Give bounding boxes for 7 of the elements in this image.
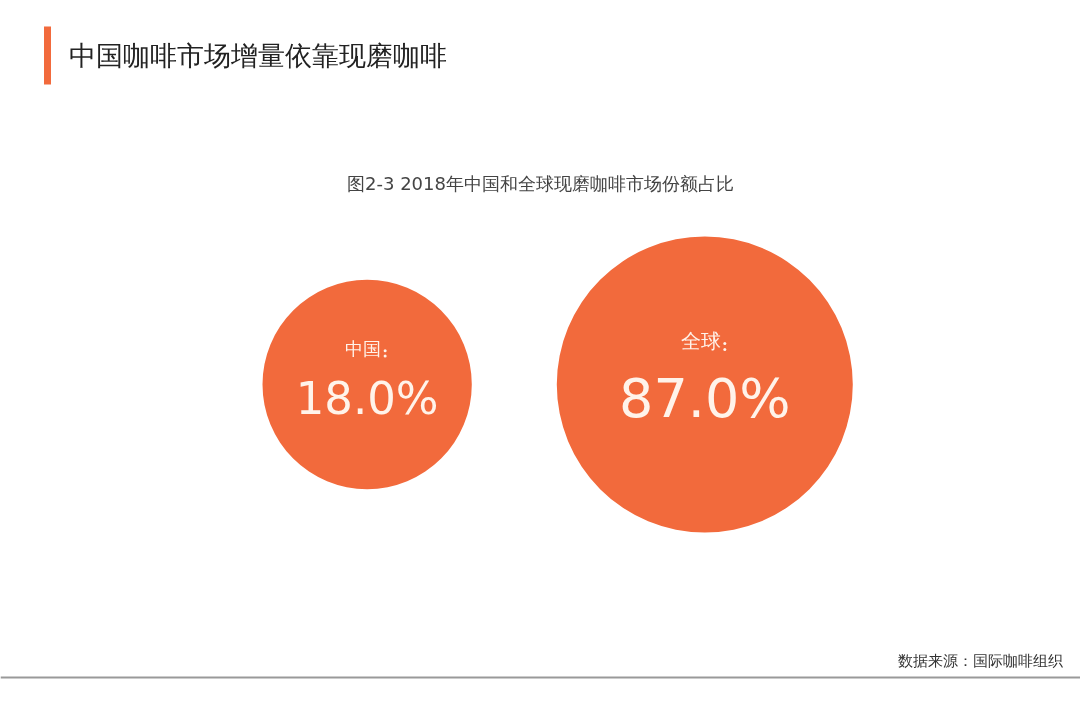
category-label: 中国 (345, 337, 382, 359)
data-label: 18.0% (295, 371, 439, 425)
data-label: 87.0% (619, 366, 791, 430)
category-label: 全球 (680, 328, 721, 353)
text: 中国咖啡市场增量依靠现磨咖啡 (68, 40, 447, 71)
text: 图2-3 2018年中国和全球现磨咖啡市场份额占比 (347, 173, 734, 194)
source-note: 数据来源：国际咖啡组织 (897, 651, 1063, 670)
